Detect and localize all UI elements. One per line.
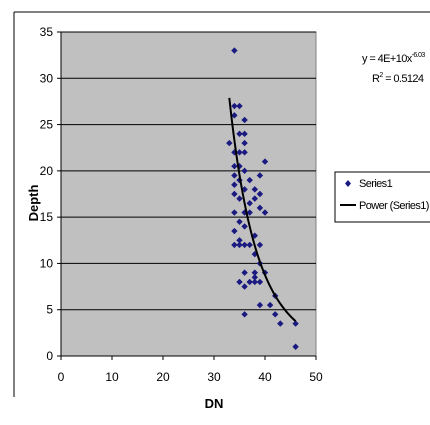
data-point <box>246 241 253 249</box>
data-point <box>241 116 248 124</box>
data-point <box>251 195 258 202</box>
x-tick-label-50: 50 <box>309 370 323 384</box>
y-tick-label-25: 25 <box>40 118 54 132</box>
x-tick-label-20: 20 <box>156 370 170 384</box>
data-point <box>236 218 243 225</box>
data-point <box>256 241 264 249</box>
x-tick-label-10: 10 <box>105 370 119 384</box>
data-point <box>231 102 238 110</box>
data-point <box>272 311 279 318</box>
y-tick-label-5: 5 <box>46 303 53 317</box>
data-point <box>292 320 299 327</box>
data-point <box>261 209 269 216</box>
y-tick-label-20: 20 <box>40 164 54 178</box>
legend: Series1 Power (Series1) <box>334 171 430 223</box>
data-point <box>231 172 238 179</box>
data-point <box>231 241 238 249</box>
data-point <box>241 283 248 290</box>
data-point <box>236 102 243 110</box>
data-point <box>246 176 253 184</box>
x-axis-title: DN <box>205 396 224 411</box>
data-point <box>266 301 274 309</box>
data-point <box>241 167 248 175</box>
data-point <box>246 209 253 216</box>
data-point <box>236 149 243 156</box>
data-point <box>226 139 233 147</box>
x-tick-label-40: 40 <box>258 370 272 384</box>
legend-label-series1: Series1 <box>359 178 393 190</box>
y-tick-label-35: 35 <box>40 25 54 39</box>
x-tick-label-0: 0 <box>58 370 65 384</box>
data-point <box>251 274 258 281</box>
trend-equation: y = 4E+10x-6.03 <box>362 52 425 65</box>
data-point <box>256 190 264 198</box>
y-tick-label-10: 10 <box>40 256 54 270</box>
x-tick-labels: 0 10 20 30 40 50 <box>58 356 323 384</box>
data-point <box>251 186 258 193</box>
data-point <box>256 301 264 309</box>
x-tick-label-30: 30 <box>207 370 221 384</box>
legend-box <box>334 171 430 223</box>
data-point <box>236 130 243 138</box>
y-tick-label-30: 30 <box>40 71 54 85</box>
data-point <box>231 112 238 119</box>
axes <box>60 32 316 357</box>
data-point <box>292 343 299 350</box>
data-point <box>241 223 248 230</box>
y-tick-labels: 0 5 10 15 20 25 30 35 <box>40 25 61 363</box>
data-point <box>277 320 284 327</box>
legend-label-power: Power (Series1) <box>359 200 429 212</box>
data-point <box>231 227 238 235</box>
data-point <box>246 278 253 286</box>
data-point <box>236 195 243 202</box>
data-point <box>241 269 248 276</box>
y-tick-label-0: 0 <box>46 349 53 363</box>
data-point <box>236 237 243 244</box>
power-trendline <box>228 97 297 322</box>
data-point <box>256 278 264 286</box>
data-point <box>241 241 248 249</box>
data-point <box>231 209 238 216</box>
trend-r-squared: R2 = 0.5124 <box>372 72 424 85</box>
data-point <box>241 186 248 193</box>
data-point <box>231 163 238 170</box>
data-point <box>241 149 248 156</box>
data-point <box>241 139 248 147</box>
data-point <box>261 158 269 165</box>
plot-area <box>60 31 317 357</box>
data-point <box>256 172 264 179</box>
data-point <box>236 241 243 249</box>
legend-marker-series1 <box>345 180 351 187</box>
data-point <box>231 190 238 198</box>
y-tick-label-15: 15 <box>40 210 54 224</box>
data-point <box>251 278 258 286</box>
data-point <box>256 204 264 212</box>
data-point <box>251 269 258 276</box>
data-point <box>236 278 243 286</box>
data-point <box>246 200 253 207</box>
gridlines <box>61 31 316 311</box>
data-point <box>241 311 248 318</box>
data-point <box>231 181 238 188</box>
data-point <box>231 47 238 54</box>
data-point <box>241 130 248 138</box>
y-axis-title: Depth <box>26 185 41 222</box>
